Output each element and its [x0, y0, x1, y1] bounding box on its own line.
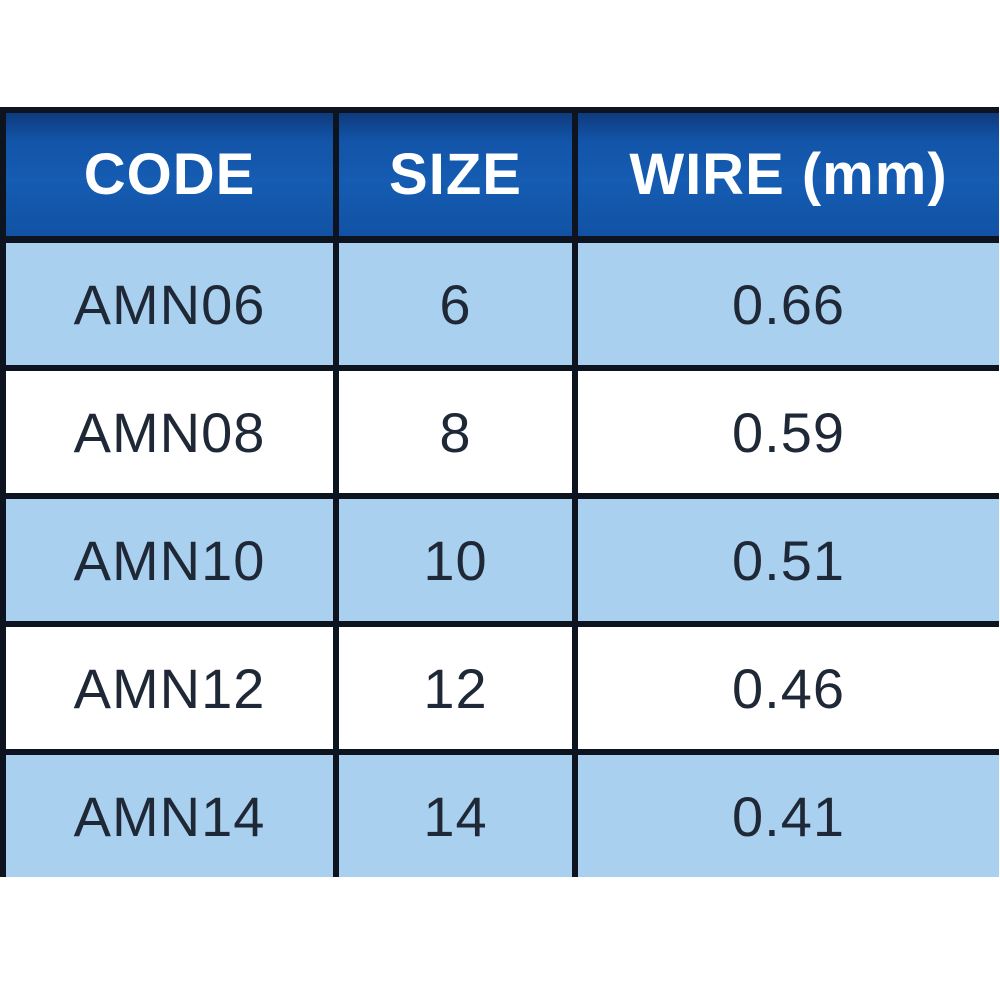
cell-code: AMN06	[0, 236, 339, 371]
wire-spec-table: CODE SIZE WIRE (mm) AMN06 6 0.66 AMN08 8…	[0, 107, 999, 877]
cell-wire: 0.66	[572, 236, 999, 371]
cell-wire: 0.51	[572, 493, 999, 627]
cell-code: AMN14	[0, 749, 339, 877]
cell-size: 10	[333, 493, 578, 627]
cell-size: 12	[333, 621, 578, 755]
header-row: CODE SIZE WIRE (mm)	[0, 107, 999, 243]
column-header-code: CODE	[0, 107, 339, 243]
cell-size: 8	[333, 365, 578, 499]
cell-code: AMN10	[0, 493, 339, 627]
cell-wire: 0.59	[572, 365, 999, 499]
cell-size: 14	[333, 749, 578, 877]
cell-code: AMN12	[0, 621, 339, 755]
cell-code: AMN08	[0, 365, 339, 499]
column-header-wire: WIRE (mm)	[572, 107, 999, 243]
table-row: AMN06 6 0.66	[0, 236, 999, 371]
cell-wire: 0.46	[572, 621, 999, 755]
column-header-size: SIZE	[333, 107, 578, 243]
table-header: CODE SIZE WIRE (mm)	[0, 107, 999, 243]
table-row: AMN14 14 0.41	[0, 749, 999, 877]
table-row: AMN08 8 0.59	[0, 365, 999, 499]
table-row: AMN12 12 0.46	[0, 621, 999, 755]
table-row: AMN10 10 0.51	[0, 493, 999, 627]
cell-wire: 0.41	[572, 749, 999, 877]
cell-size: 6	[333, 236, 578, 371]
table-body: AMN06 6 0.66 AMN08 8 0.59 AMN10 10 0.51 …	[0, 236, 999, 877]
